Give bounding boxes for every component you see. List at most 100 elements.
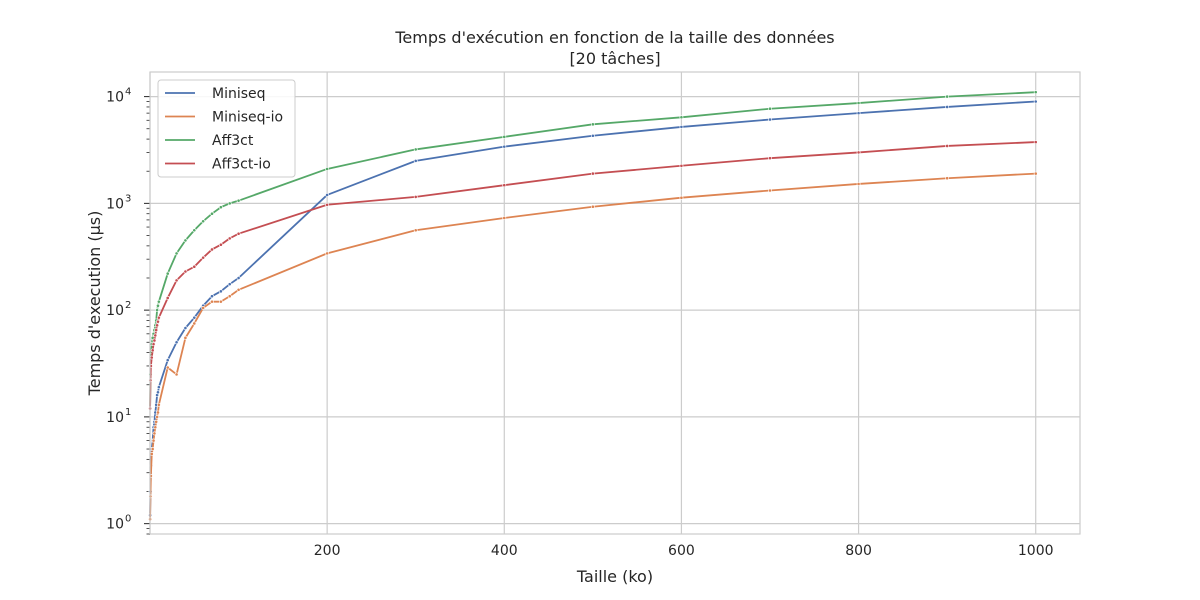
legend-label: Aff3ct-io: [212, 157, 271, 173]
y-tick-base: 10: [106, 410, 124, 426]
data-point: [165, 365, 170, 370]
y-tick-exponent: 2: [125, 300, 131, 311]
y-minor-ticks: [146, 101, 150, 535]
data-point: [155, 414, 159, 419]
data-point: [201, 255, 206, 260]
data-point: [156, 410, 160, 415]
data-point: [1033, 90, 1038, 95]
data-point: [183, 326, 188, 330]
data-point: [174, 372, 179, 377]
data-point: [153, 333, 158, 338]
y-tick-exponent: 1: [125, 407, 131, 418]
legend-box: [157, 79, 296, 178]
data-point: [155, 308, 159, 313]
data-point: [945, 105, 950, 109]
data-point: [325, 202, 330, 207]
data-point: [150, 447, 155, 451]
legend-label: Aff3ct: [212, 133, 254, 149]
data-point: [150, 348, 155, 353]
data-point: [156, 315, 161, 320]
series-layer: [148, 90, 1038, 522]
x-tick-label: 200: [314, 543, 341, 559]
data-point: [236, 198, 241, 203]
y-tick-label: 10: [106, 196, 124, 212]
data-point: [210, 247, 214, 252]
data-point: [325, 167, 330, 171]
data-point: [236, 276, 241, 280]
data-point: [151, 438, 156, 443]
data-point: [679, 115, 684, 120]
legend-label: Miniseq-io: [212, 110, 283, 126]
data-point: [945, 94, 950, 99]
y-tick-label: 10: [106, 410, 124, 426]
y-tick-exponent: 3: [125, 193, 131, 204]
data-point: [218, 242, 223, 247]
y-tick-exponent: 4: [125, 87, 131, 98]
data-point: [165, 271, 170, 276]
data-point: [502, 183, 507, 188]
x-axis-label: Taille (ko): [576, 567, 653, 586]
series-aff3ct-io: [148, 140, 1038, 411]
data-point: [679, 195, 684, 200]
data-point: [183, 269, 188, 274]
data-point: [156, 390, 160, 395]
data-point: [768, 117, 772, 122]
data-point: [149, 355, 154, 360]
x-tick-label: 1000: [1018, 543, 1054, 559]
data-point: [856, 150, 861, 155]
data-point: [156, 402, 161, 407]
data-point: [210, 211, 214, 216]
legend-label: Miniseq: [212, 86, 266, 102]
data-point: [192, 315, 197, 320]
y-tick-label: 10: [106, 517, 124, 533]
data-point: [227, 282, 232, 287]
data-point: [590, 122, 595, 127]
data-point: [152, 338, 157, 343]
data-point: [192, 321, 197, 326]
data-point: [156, 319, 160, 324]
data-point: [155, 323, 159, 328]
data-point: [768, 106, 772, 111]
data-point: [945, 176, 950, 181]
y-axis-label: Temps d'execution (µs): [85, 211, 104, 397]
data-point: [413, 228, 418, 233]
y-tick-base: 10: [106, 90, 124, 106]
data-point: [156, 299, 161, 304]
data-point: [502, 134, 507, 139]
data-point: [227, 201, 232, 206]
data-point: [218, 205, 223, 210]
data-point: [325, 251, 330, 256]
data-point: [152, 431, 157, 436]
data-point: [856, 111, 861, 116]
data-point: [227, 294, 232, 299]
data-point: [153, 425, 158, 430]
data-point: [679, 163, 684, 168]
data-point: [192, 228, 197, 233]
data-point: [1033, 99, 1038, 104]
data-point: [413, 147, 418, 152]
data-point: [590, 133, 595, 138]
y-tick-base: 10: [106, 196, 124, 212]
data-point: [218, 299, 223, 304]
chart-subtitle: [20 tâches]: [569, 49, 660, 68]
series-aff3ct: [148, 90, 1038, 411]
data-point: [174, 251, 179, 256]
x-tick-label: 800: [845, 543, 872, 559]
data-point: [210, 299, 214, 304]
data-point: [192, 264, 197, 269]
series-line: [149, 100, 1036, 516]
y-tick-label: 10: [106, 303, 124, 319]
data-point: [945, 144, 950, 148]
data-point: [590, 204, 595, 209]
data-point: [325, 193, 330, 197]
data-point: [768, 188, 772, 193]
data-point: [227, 236, 232, 241]
data-point: [856, 101, 861, 105]
data-point: [165, 358, 170, 363]
y-tick-base: 10: [106, 303, 124, 319]
data-point: [502, 144, 507, 149]
data-point: [236, 231, 241, 236]
data-point: [201, 305, 206, 310]
data-point: [218, 289, 223, 294]
